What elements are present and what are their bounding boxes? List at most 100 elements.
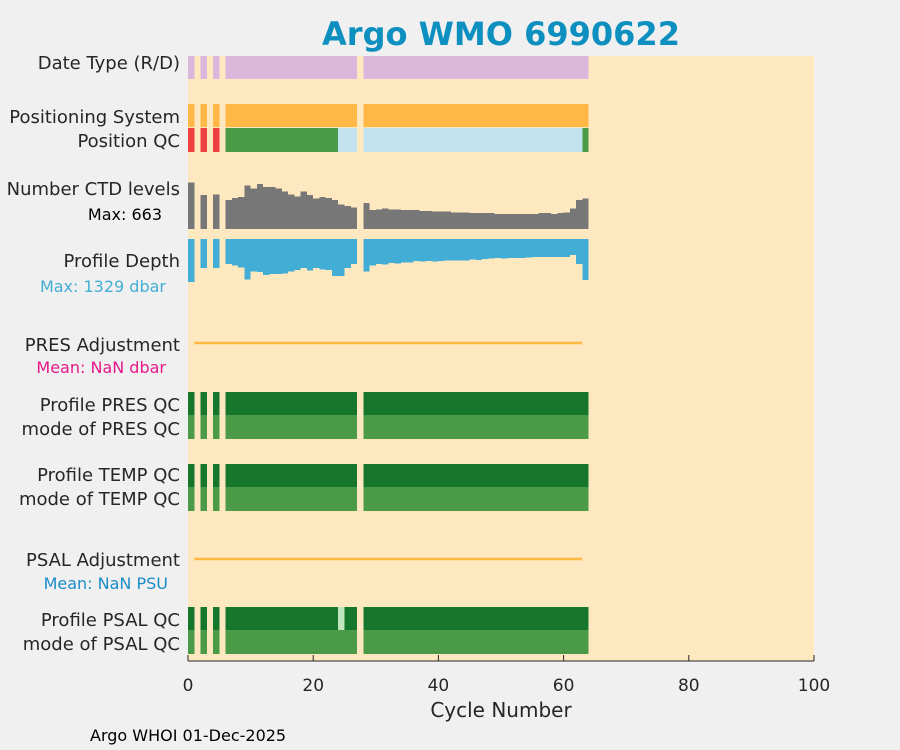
profile-pres-qc-cycle-33 [388,392,395,415]
profile-depth-bar-49 [488,239,495,259]
profile-temp-qc-cycle-23 [325,464,332,487]
profile-pres-qc-cycle-1 [188,392,195,415]
profile-temp-qc-cycle-17 [288,464,295,487]
date-type-cycle-50 [494,56,501,79]
mode-psal-qc-cycle-47 [475,630,483,654]
label-psal-mean: Mean: NaN PSU [44,574,168,593]
profile-pres-qc-cycle-3 [200,392,207,415]
profile-pres-qc-cycle-20 [306,392,314,415]
label-profile-psal-qc: Profile PSAL QC [41,610,180,631]
profile-temp-qc-cycle-55 [526,464,533,487]
positioning-cycle-40 [432,104,439,127]
position-qc-cycle-57 [538,128,545,152]
profile-temp-qc-cycle-51 [501,464,508,487]
mode-psal-qc-cycle-52 [507,630,514,654]
position-qc-cycle-7 [225,128,232,152]
profile-pres-qc-cycle-13 [263,392,270,415]
date-type-cycle-7 [225,56,232,79]
profile-depth-bar-24 [331,239,339,277]
ctd-levels-bar-27 [350,207,358,229]
mode-temp-qc-cycle-7 [225,487,232,511]
date-type-cycle-35 [400,56,408,79]
profile-depth-bar-32 [382,239,389,265]
mode-temp-qc-cycle-26 [344,487,351,511]
position-qc-cycle-53 [513,128,520,152]
profile-pres-qc-cycle-36 [407,392,414,415]
profile-temp-qc-cycle-25 [338,464,345,487]
ctd-levels-bar-7 [225,200,232,229]
mode-pres-qc-cycle-7 [225,415,232,439]
mode-pres-qc-cycle-54 [519,415,527,439]
positioning-cycle-50 [494,104,501,127]
profile-pres-qc-cycle-30 [369,392,376,415]
date-type-cycle-21 [313,56,320,79]
date-type-cycle-57 [538,56,545,79]
mode-temp-qc-cycle-43 [450,487,458,511]
profile-psal-qc-cycle-19 [300,607,307,630]
profile-temp-qc-cycle-31 [375,464,383,487]
profile-pres-qc-cycle-12 [256,392,264,415]
mode-psal-qc-cycle-44 [457,630,464,654]
label-pres-mean: Mean: NaN dbar [36,358,166,377]
profile-temp-qc-cycle-53 [513,464,520,487]
mode-psal-qc-cycle-54 [519,630,527,654]
mode-temp-qc-cycle-40 [432,487,439,511]
position-qc-cycle-32 [382,128,389,152]
profile-psal-qc-cycle-24 [331,607,339,630]
ctd-levels-bar-12 [256,184,264,229]
mode-temp-qc-cycle-36 [407,487,414,511]
positioning-cycle-23 [325,104,332,127]
profile-depth-bar-5 [213,239,220,269]
profile-psal-qc-cycle-32 [382,607,389,630]
mode-psal-qc-cycle-39 [425,630,433,654]
profile-depth-bar-27 [350,239,358,265]
profile-temp-qc-cycle-38 [419,464,426,487]
mode-psal-qc-cycle-24 [331,630,339,654]
mode-psal-qc-cycle-45 [463,630,470,654]
profile-pres-qc-cycle-9 [238,392,245,415]
profile-depth-bar-59 [551,239,558,258]
profile-psal-qc-cycle-57 [538,607,545,630]
position-qc-cycle-62 [569,128,577,152]
positioning-cycle-18 [294,104,301,127]
mode-psal-qc-cycle-22 [319,630,326,654]
profile-temp-qc-cycle-15 [275,464,282,487]
mode-temp-qc-cycle-30 [369,487,376,511]
profile-pres-qc-cycle-8 [231,392,239,415]
ctd-levels-bar-41 [438,211,445,229]
position-qc-cycle-42 [444,128,451,152]
footer-text: Argo WHOI 01-Dec-2025 [90,726,286,745]
position-qc-cycle-1 [188,128,195,152]
profile-psal-qc-cycle-18 [294,607,301,630]
date-type-cycle-47 [475,56,483,79]
date-type-cycle-30 [369,56,376,79]
profile-depth-bar-25 [338,239,345,277]
profile-pres-qc-cycle-27 [350,392,358,415]
profile-psal-qc-cycle-8 [231,607,239,630]
mode-psal-qc-cycle-31 [375,630,383,654]
profile-depth-bar-19 [300,239,307,269]
profile-depth-bar-33 [388,239,395,263]
date-type-cycle-13 [263,56,270,79]
profile-pres-qc-cycle-56 [532,392,539,415]
positioning-cycle-63 [576,104,583,127]
profile-depth-bar-56 [532,239,539,258]
mode-temp-qc-cycle-47 [475,487,483,511]
mode-temp-qc-cycle-23 [325,487,332,511]
profile-temp-qc-cycle-9 [238,464,245,487]
label-ctd-max: Max: 663 [88,205,162,224]
label-mode-psal-qc: mode of PSAL QC [23,634,180,655]
date-type-cycle-39 [425,56,433,79]
mode-psal-qc-cycle-42 [444,630,451,654]
profile-temp-qc-cycle-49 [488,464,495,487]
profile-depth-bar-39 [425,239,433,261]
profile-psal-qc-cycle-55 [526,607,533,630]
date-type-cycle-61 [563,56,570,79]
label-position-qc: Position QC [77,131,180,152]
profile-depth-bar-20 [306,239,314,271]
profile-depth-bar-11 [250,239,257,272]
mode-psal-qc-cycle-19 [300,630,307,654]
mode-temp-qc-cycle-42 [444,487,451,511]
date-type-cycle-64 [582,56,589,79]
profile-pres-qc-cycle-17 [288,392,295,415]
